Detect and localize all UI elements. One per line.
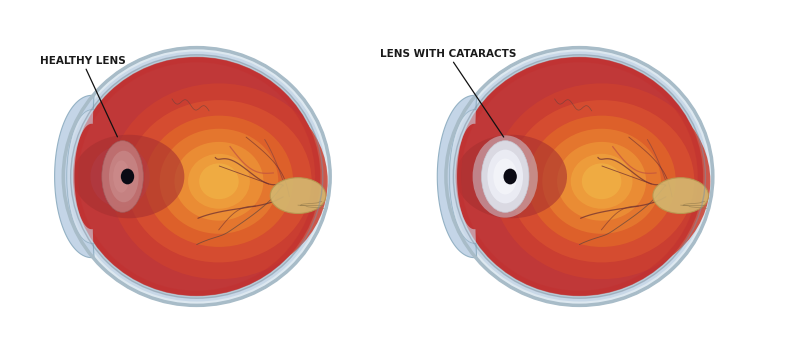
Ellipse shape: [109, 151, 138, 202]
Ellipse shape: [63, 48, 330, 305]
Ellipse shape: [90, 146, 150, 207]
Text: HEALTHY LENS: HEALTHY LENS: [40, 56, 126, 137]
Ellipse shape: [542, 129, 661, 234]
Ellipse shape: [70, 55, 322, 298]
Ellipse shape: [527, 116, 676, 247]
Ellipse shape: [582, 163, 622, 199]
Ellipse shape: [456, 57, 703, 296]
Ellipse shape: [557, 142, 646, 221]
Ellipse shape: [494, 158, 517, 195]
Ellipse shape: [73, 135, 184, 218]
Ellipse shape: [110, 83, 328, 279]
Ellipse shape: [487, 150, 523, 203]
Polygon shape: [438, 95, 477, 258]
Ellipse shape: [503, 169, 517, 184]
Ellipse shape: [160, 129, 278, 234]
Text: LENS WITH CATARACTS: LENS WITH CATARACTS: [380, 49, 517, 137]
Ellipse shape: [446, 48, 713, 305]
Polygon shape: [450, 110, 476, 243]
Ellipse shape: [174, 142, 263, 221]
Ellipse shape: [121, 169, 134, 184]
Ellipse shape: [126, 100, 312, 262]
Ellipse shape: [145, 116, 293, 247]
Ellipse shape: [473, 135, 538, 218]
Ellipse shape: [509, 100, 694, 262]
Ellipse shape: [113, 160, 130, 193]
Ellipse shape: [493, 83, 710, 279]
Ellipse shape: [454, 55, 706, 298]
Ellipse shape: [570, 154, 633, 209]
Ellipse shape: [73, 57, 320, 296]
Ellipse shape: [456, 135, 567, 218]
Polygon shape: [67, 110, 94, 243]
Ellipse shape: [199, 163, 238, 199]
Ellipse shape: [188, 154, 250, 209]
Ellipse shape: [450, 52, 709, 301]
Polygon shape: [54, 95, 94, 258]
Ellipse shape: [270, 178, 326, 214]
Ellipse shape: [653, 178, 709, 214]
Ellipse shape: [102, 141, 143, 212]
Ellipse shape: [482, 141, 529, 212]
Ellipse shape: [67, 52, 326, 301]
